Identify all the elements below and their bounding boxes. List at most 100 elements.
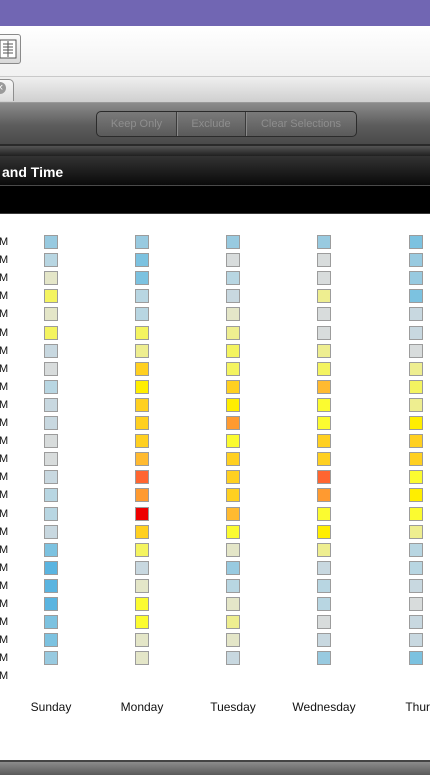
heatmap-cell[interactable] — [317, 542, 331, 557]
heatmap-cell[interactable] — [226, 271, 240, 286]
heatmap-cell[interactable] — [44, 307, 58, 322]
heatmap-cell[interactable] — [409, 235, 423, 249]
heatmap-cell[interactable] — [44, 452, 58, 467]
heatmap-cell[interactable] — [317, 434, 331, 449]
heatmap-cell[interactable] — [409, 379, 423, 394]
exclude-button[interactable]: Exclude — [176, 112, 245, 136]
heatmap-cell[interactable] — [135, 271, 149, 286]
heatmap-cell[interactable] — [409, 597, 423, 611]
heatmap-cell[interactable] — [409, 361, 423, 376]
heatmap-cell[interactable] — [317, 470, 331, 485]
heatmap-cell[interactable] — [226, 633, 240, 648]
keep-only-button[interactable]: Keep Only — [110, 118, 163, 130]
heatmap-cell[interactable] — [44, 651, 58, 666]
heatmap-cell[interactable] — [44, 470, 58, 485]
heatmap-cell[interactable] — [226, 578, 240, 593]
heatmap-cell[interactable] — [226, 253, 240, 268]
heatmap-cell[interactable] — [409, 434, 423, 449]
heatmap-cell[interactable] — [317, 397, 331, 412]
heatmap-cell[interactable] — [135, 542, 149, 557]
heatmap-cell[interactable] — [317, 506, 331, 521]
heatmap-cell[interactable] — [317, 361, 331, 376]
heatmap-cell[interactable] — [317, 633, 331, 648]
heatmap-cell[interactable] — [44, 379, 58, 394]
heatmap-cell[interactable] — [317, 488, 331, 503]
heatmap-cell[interactable] — [409, 452, 423, 467]
heatmap-cell[interactable] — [135, 253, 149, 268]
heatmap-cell[interactable] — [317, 597, 331, 611]
heatmap-cell[interactable] — [135, 325, 149, 340]
heatmap-cell[interactable] — [44, 325, 58, 340]
heatmap-cell[interactable] — [409, 307, 423, 322]
heatmap-cell[interactable] — [44, 633, 58, 648]
heatmap-cell[interactable] — [409, 416, 423, 430]
heatmap-cell[interactable] — [226, 379, 240, 394]
heatmap-cell[interactable] — [226, 506, 240, 521]
heatmap-cell[interactable] — [135, 488, 149, 503]
heatmap-cell[interactable] — [317, 379, 331, 394]
heatmap-cell[interactable] — [317, 524, 331, 539]
heatmap-cell[interactable] — [226, 524, 240, 539]
heatmap-cell[interactable] — [409, 560, 423, 575]
heatmap-cell[interactable] — [135, 560, 149, 575]
heatmap-cell[interactable] — [226, 307, 240, 322]
heatmap-cell[interactable] — [317, 452, 331, 467]
heatmap-cell[interactable] — [135, 506, 149, 521]
heatmap-cell[interactable] — [409, 271, 423, 286]
heatmap-cell[interactable] — [44, 235, 58, 249]
heatmap-cell[interactable] — [409, 524, 423, 539]
heatmap-cell[interactable] — [135, 307, 149, 322]
heatmap-cell[interactable] — [409, 343, 423, 358]
heatmap-cell[interactable] — [44, 542, 58, 557]
heatmap-cell[interactable] — [409, 542, 423, 557]
heatmap-cell[interactable] — [226, 416, 240, 430]
heatmap-cell[interactable] — [409, 651, 423, 666]
heatmap-cell[interactable] — [135, 524, 149, 539]
heatmap-cell[interactable] — [226, 560, 240, 575]
heatmap-cell[interactable] — [44, 615, 58, 630]
heatmap-cell[interactable] — [317, 289, 331, 304]
heatmap-cell[interactable] — [44, 488, 58, 503]
heatmap-cell[interactable] — [317, 343, 331, 358]
heatmap-cell[interactable] — [317, 651, 331, 666]
heatmap-cell[interactable] — [409, 325, 423, 340]
heatmap-cell[interactable] — [226, 289, 240, 304]
heatmap-cell[interactable] — [135, 597, 149, 611]
heatmap-cell[interactable] — [135, 651, 149, 666]
heatmap-cell[interactable] — [409, 578, 423, 593]
clear-selections-button[interactable]: Clear Selections — [245, 112, 356, 136]
heatmap-cell[interactable] — [135, 397, 149, 412]
heatmap-cell[interactable] — [409, 289, 423, 304]
heatmap-cell[interactable] — [135, 615, 149, 630]
heatmap-cell[interactable] — [44, 434, 58, 449]
list-view-button[interactable] — [0, 34, 21, 64]
heatmap-cell[interactable] — [135, 343, 149, 358]
heatmap-cell[interactable] — [409, 488, 423, 503]
heatmap-cell[interactable] — [226, 542, 240, 557]
heatmap-cell[interactable] — [317, 615, 331, 630]
heatmap-cell[interactable] — [317, 560, 331, 575]
heatmap-cell[interactable] — [44, 597, 58, 611]
heatmap-cell[interactable] — [44, 578, 58, 593]
heatmap-cell[interactable] — [135, 578, 149, 593]
heatmap-cell[interactable] — [226, 343, 240, 358]
heatmap-cell[interactable] — [226, 397, 240, 412]
heatmap-cell[interactable] — [409, 633, 423, 648]
heatmap-cell[interactable] — [226, 597, 240, 611]
heatmap-cell[interactable] — [226, 452, 240, 467]
close-icon[interactable]: × — [0, 82, 6, 94]
heatmap-cell[interactable] — [44, 560, 58, 575]
heatmap-cell[interactable] — [317, 253, 331, 268]
heatmap-cell[interactable] — [409, 470, 423, 485]
heatmap-cell[interactable] — [226, 615, 240, 630]
heatmap-cell[interactable] — [44, 271, 58, 286]
heatmap-cell[interactable] — [409, 253, 423, 268]
heatmap-cell[interactable] — [135, 434, 149, 449]
heatmap-cell[interactable] — [226, 235, 240, 249]
heatmap-cell[interactable] — [135, 289, 149, 304]
heatmap-cell[interactable] — [317, 578, 331, 593]
heatmap-cell[interactable] — [226, 325, 240, 340]
heatmap-cell[interactable] — [226, 470, 240, 485]
heatmap-cell[interactable] — [226, 651, 240, 666]
heatmap-cell[interactable] — [44, 506, 58, 521]
